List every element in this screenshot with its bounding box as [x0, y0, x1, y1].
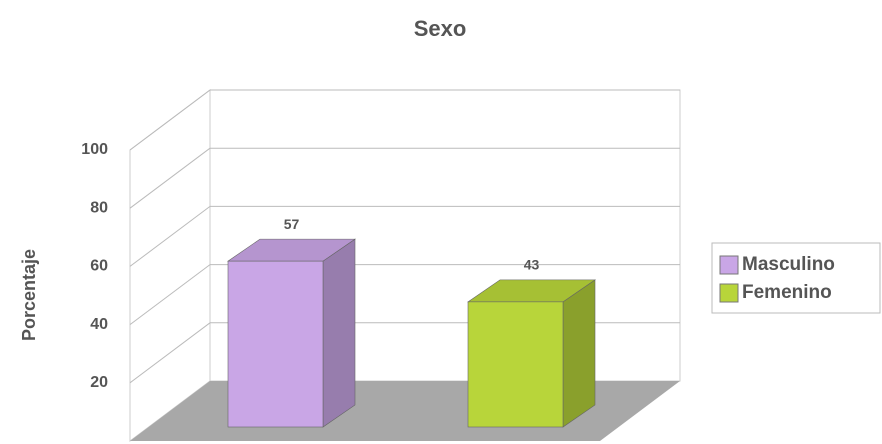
- legend-swatch: [719, 255, 739, 275]
- y-tick-label: 40: [90, 316, 108, 333]
- bar: [227, 260, 324, 428]
- data-label: 43: [524, 257, 540, 273]
- data-label: 57: [284, 216, 300, 232]
- y-axis-label: Porcentaje: [19, 249, 39, 341]
- bar-side: [322, 238, 356, 428]
- floor: [130, 381, 680, 441]
- chart-title: Sexo: [414, 16, 467, 41]
- legend: [711, 242, 881, 314]
- grid-line: [129, 205, 211, 267]
- grid-line: [129, 89, 211, 151]
- legend-label: Femenino: [742, 282, 832, 303]
- grid-line: [129, 147, 211, 209]
- y-tick-label: 100: [81, 141, 108, 158]
- y-tick-label: 60: [90, 258, 108, 275]
- y-tick-label: 20: [90, 374, 108, 391]
- bar-side: [562, 279, 596, 428]
- y-tick-label: 80: [90, 199, 108, 216]
- legend-swatch: [719, 283, 739, 303]
- side-wall: [129, 89, 211, 442]
- grid-line: [129, 264, 211, 326]
- bar: [467, 301, 564, 428]
- legend-label: Masculino: [742, 254, 835, 275]
- grid-line: [129, 322, 211, 384]
